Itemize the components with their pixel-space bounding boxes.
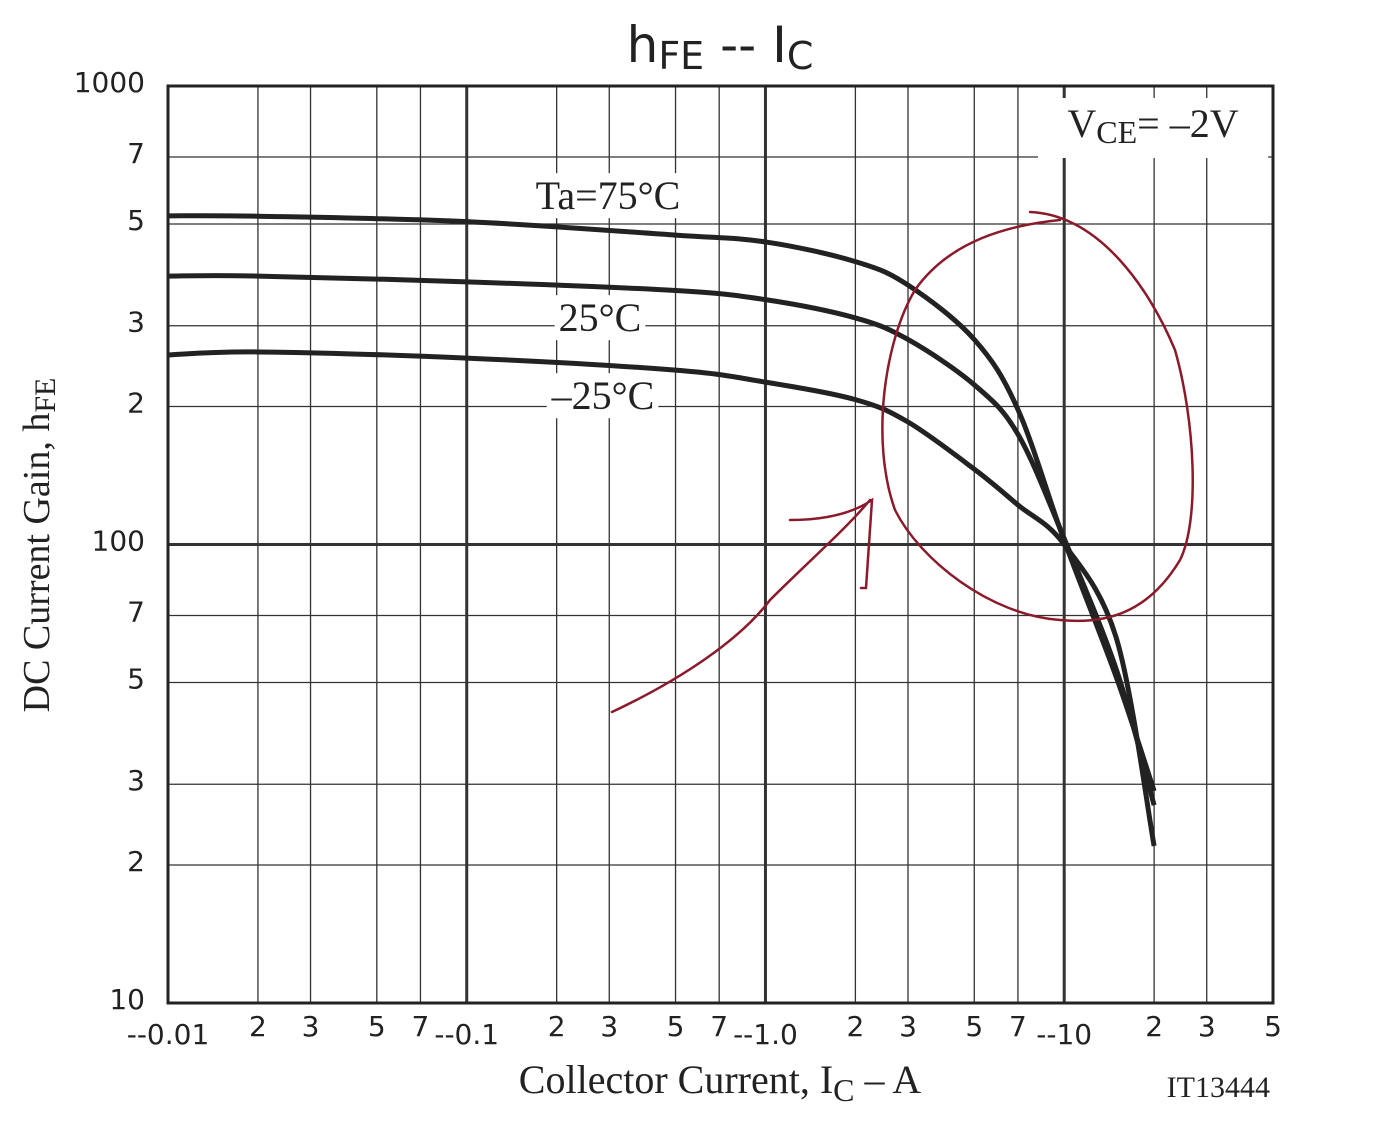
series-label: –25°C [551, 373, 655, 418]
x-tick-label: 2 [249, 1010, 267, 1043]
y-tick-label: 5 [127, 204, 145, 237]
y-tick-label: 1000 [74, 66, 145, 99]
series-label-bg [546, 373, 659, 419]
x-label-sub: C [833, 1072, 854, 1108]
title-sub: FE [658, 34, 704, 78]
grid [166, 84, 1274, 1005]
y-label-sub: FE [29, 378, 62, 413]
chart-title: hFE -- IC [627, 16, 814, 78]
title-sub: C [787, 34, 814, 78]
y-tick-label: 3 [127, 764, 145, 797]
handwritten-annotation [610, 210, 1194, 714]
y-tick-label: 5 [127, 663, 145, 696]
x-label-part: Collector Current, I [519, 1057, 833, 1102]
series-label: 25°C [559, 295, 642, 340]
x-tick-label: 2 [1145, 1010, 1163, 1043]
curves [167, 213, 1157, 847]
x-tick-label: 5 [1264, 1010, 1282, 1043]
x-tick-label: 2 [846, 1010, 864, 1043]
title-part: h [627, 16, 659, 74]
x-tick-label: --0.1 [434, 1018, 499, 1051]
x-tick-label: 3 [1198, 1010, 1216, 1043]
condition-sub: CE [1096, 114, 1137, 150]
y-axis-label: DC Current Gain, hFE [16, 378, 62, 713]
series-line [167, 273, 1157, 806]
x-tick-label: 3 [302, 1010, 320, 1043]
series-label: Ta=75°C [536, 173, 681, 218]
x-tick-label: 7 [1009, 1010, 1027, 1043]
x-tick-label: 7 [412, 1010, 430, 1043]
plot-frame [166, 84, 1275, 1005]
y-tick-label: 100 [92, 525, 145, 558]
y-tick-label: 7 [127, 596, 145, 629]
series-label-bg [554, 295, 646, 341]
y-tick-label: 2 [127, 845, 145, 878]
title-part: -- I [704, 16, 787, 74]
hand-circle [881, 210, 1194, 623]
x-tick-label: 2 [548, 1010, 566, 1043]
x-tick-label: --10 [1036, 1018, 1092, 1051]
x-tick-label: --0.01 [127, 1018, 210, 1051]
x-tick-label: 7 [710, 1010, 728, 1043]
y-tick-label: 7 [127, 137, 145, 170]
y-tick-label: 10 [109, 983, 145, 1016]
x-tick-label: 3 [600, 1010, 618, 1043]
series-line [167, 349, 1157, 847]
x-tick-label: 3 [899, 1010, 917, 1043]
figure-id: IT13444 [1167, 1071, 1270, 1104]
series-label-bg [531, 173, 685, 219]
x-axis-label: Collector Current, IC – A [519, 1057, 921, 1108]
hand-arrow [610, 497, 874, 714]
y-label-part: DC Current Gain, h [16, 413, 58, 713]
condition-part: V [1067, 101, 1096, 146]
x-tick-label: 5 [965, 1010, 983, 1043]
condition-part: = –2V [1137, 101, 1239, 146]
condition-bg [1038, 98, 1268, 158]
y-tick-label: 2 [127, 386, 145, 419]
x-tick-label: --1.0 [733, 1018, 798, 1051]
x-tick-label: 5 [368, 1010, 386, 1043]
y-tick-label: 3 [127, 306, 145, 339]
condition-label: VCE= –2V [1067, 101, 1238, 150]
x-label-part: – A [855, 1057, 922, 1102]
x-tick-label: 5 [667, 1010, 685, 1043]
